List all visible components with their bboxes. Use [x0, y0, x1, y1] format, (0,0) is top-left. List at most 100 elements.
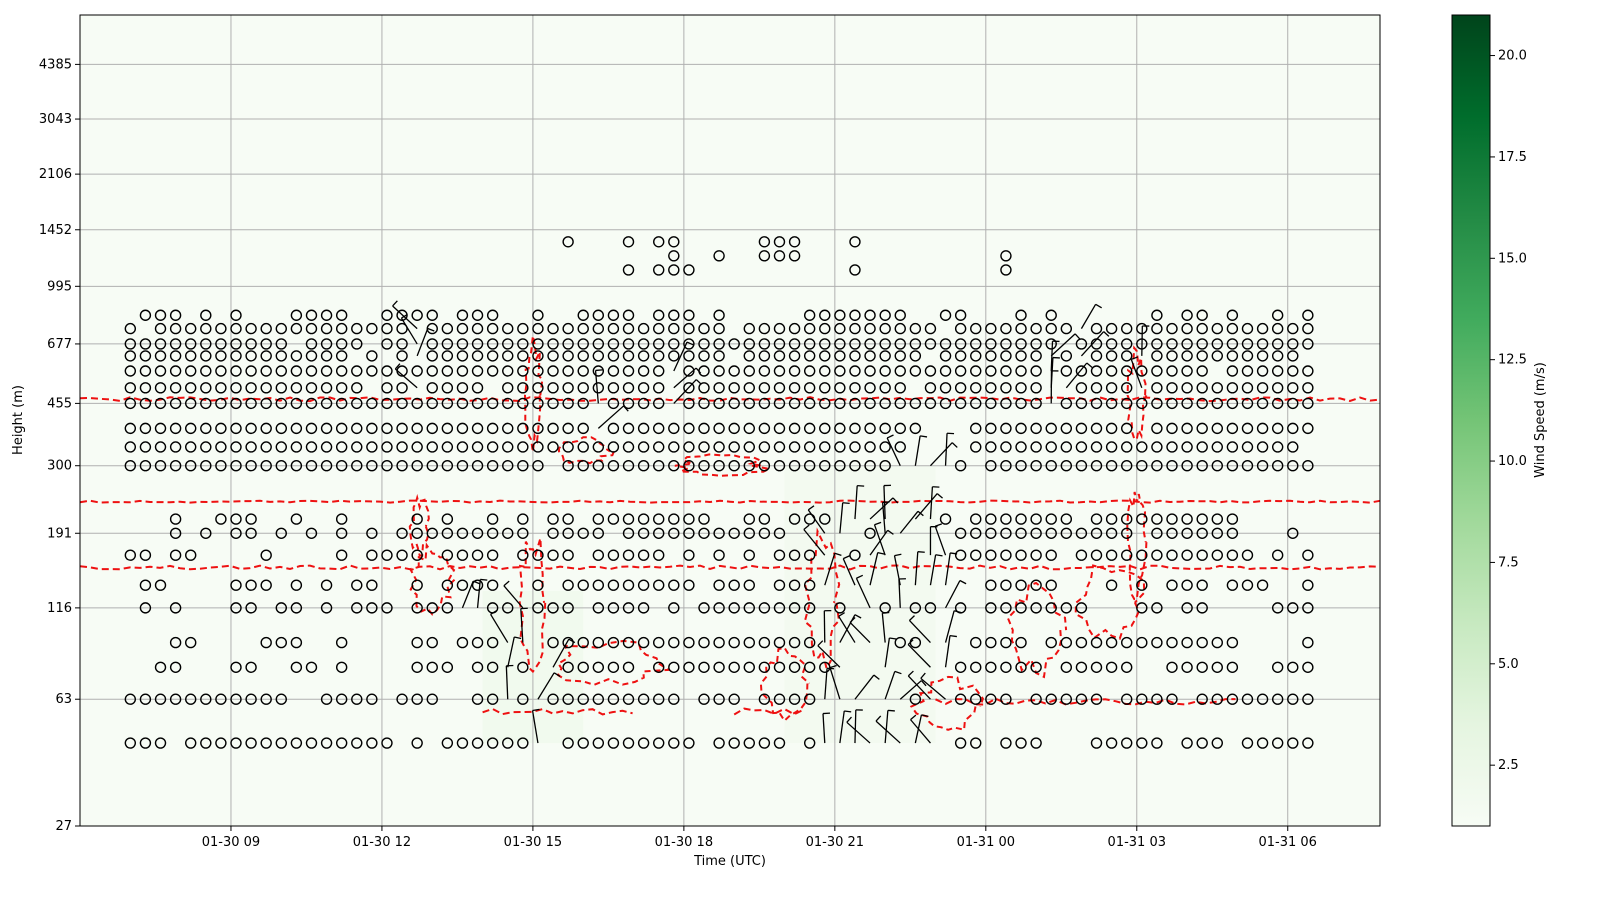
calm-circle [154, 338, 167, 350]
calm-circle [486, 397, 499, 410]
calm-circle [260, 460, 272, 472]
calm-circle [1151, 322, 1163, 335]
calm-circle [1287, 338, 1299, 350]
calm-circle [547, 636, 559, 649]
y-tick-label: 27 [55, 819, 72, 834]
calm-circle [879, 422, 891, 435]
calm-circle [909, 602, 922, 614]
calm-circle [456, 441, 469, 453]
calm-circle [1030, 527, 1042, 539]
calm-circle [411, 636, 423, 649]
calm-circle [1211, 338, 1223, 350]
calm-circle [1121, 737, 1133, 749]
calm-circle [1105, 422, 1118, 435]
calm-circle [1090, 527, 1103, 539]
calm-circle [773, 527, 786, 539]
calm-circle [803, 338, 816, 350]
calm-circle [879, 322, 891, 335]
calm-circle [864, 309, 876, 321]
calm-circle [985, 579, 997, 591]
calm-circle [1226, 549, 1239, 561]
calm-circle [245, 382, 257, 394]
calm-circle [728, 693, 740, 705]
contour-line [408, 493, 430, 557]
calm-circle [230, 382, 242, 394]
calm-circle [954, 309, 967, 321]
calm-circle [441, 365, 454, 377]
calm-circle [592, 322, 605, 335]
calm-circle [562, 350, 574, 362]
calm-circle [970, 513, 982, 525]
calm-circle [788, 441, 801, 453]
calm-circle [1226, 579, 1239, 591]
calm-circle [698, 322, 710, 335]
calm-circle [1075, 527, 1088, 539]
calm-circle [305, 460, 318, 472]
calm-circle [1000, 441, 1012, 453]
calm-circle [305, 737, 318, 749]
wind-barb [944, 432, 955, 466]
calm-circle [124, 460, 137, 472]
calm-circle [396, 441, 408, 453]
x-tick-label: 01-30 21 [806, 835, 864, 850]
calm-circle [1302, 693, 1314, 705]
calm-circle [1181, 422, 1193, 435]
calm-circle [456, 460, 469, 472]
calm-circle [275, 527, 287, 539]
calm-circle [1271, 460, 1284, 472]
calm-circle [1000, 422, 1012, 435]
calm-circle [335, 397, 348, 410]
calm-circle [426, 309, 438, 321]
calm-circle [411, 422, 423, 435]
calm-circle [834, 422, 846, 435]
calm-circle [335, 460, 348, 472]
calm-circle [864, 382, 876, 394]
calm-circle [426, 350, 438, 362]
contour-line [523, 335, 544, 453]
calm-circle [532, 322, 544, 335]
calm-circle [713, 737, 725, 749]
calm-circle [1271, 350, 1284, 362]
calm-circle [275, 602, 287, 614]
calm-circle [924, 322, 937, 335]
calm-circle [864, 365, 876, 377]
calm-circle [1226, 460, 1239, 472]
calm-circle [351, 460, 363, 472]
calm-circle [743, 602, 755, 614]
contour-line [79, 499, 1381, 504]
colorbar-ticks: 2.5 5.0 7.5 10.0 12.5 15.0 17.5 20.0 [1490, 49, 1527, 773]
y-tick-label: 455 [47, 396, 72, 411]
calm-circle [215, 350, 227, 362]
calm-circle [743, 382, 755, 394]
calm-circle [698, 636, 710, 649]
calm-circle [637, 636, 650, 649]
calm-circle [668, 636, 680, 649]
calm-circle [215, 365, 227, 377]
calm-circle [1302, 382, 1314, 394]
calm-circle [139, 549, 152, 561]
calm-circle [381, 460, 393, 472]
calm-circle [803, 661, 816, 673]
calm-circle [1030, 338, 1042, 350]
wind-barb [531, 708, 540, 744]
calm-circle [290, 636, 303, 649]
calm-circle [1181, 322, 1193, 335]
calm-circle [1151, 397, 1163, 410]
calm-circle [502, 382, 514, 394]
calm-circle [547, 422, 559, 435]
calm-circle [260, 322, 272, 335]
calm-circle [743, 365, 755, 377]
calm-circle [1105, 513, 1118, 525]
calm-circle [275, 636, 287, 649]
calm-circle [305, 661, 318, 673]
calm-circle [305, 441, 318, 453]
wind-barb [899, 680, 927, 700]
x-tick-label: 01-30 15 [504, 835, 562, 850]
calm-circle [532, 397, 544, 410]
calm-circle [985, 322, 997, 335]
calm-circle [396, 338, 408, 350]
calm-circle [1196, 693, 1208, 705]
calm-circle [471, 422, 484, 435]
calm-circle [200, 693, 212, 705]
calm-circle [698, 382, 710, 394]
